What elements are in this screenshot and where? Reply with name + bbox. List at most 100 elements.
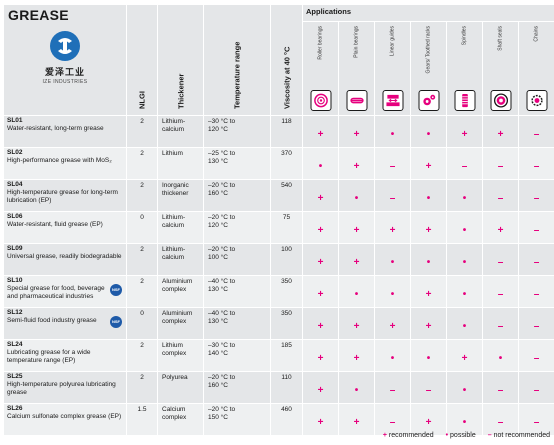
- nlgi-value: 2: [126, 115, 158, 148]
- product-cell: SL02 High-performance grease with MoS₂: [3, 147, 127, 180]
- rating-cell: +: [338, 115, 375, 148]
- company-logo: 爱泽工业 IZE INDUSTRIES: [8, 31, 122, 85]
- rating-cell: •: [374, 275, 411, 308]
- temperature-line: –20 °C to: [208, 214, 236, 221]
- nlgi-value: 2: [126, 275, 158, 308]
- thickener-value: Lithium-calcium: [157, 243, 204, 276]
- temperature-line: 160 °C: [208, 190, 228, 197]
- rating-cell: •: [410, 339, 447, 372]
- viscosity-value: 350: [270, 275, 303, 308]
- temperature-line: 130 °C: [208, 158, 228, 165]
- temperature-line: 100 °C: [208, 254, 228, 261]
- table-row: SL04 High-temperature grease for long-ter…: [3, 179, 554, 212]
- temperature-line: –40 °C to: [208, 278, 236, 285]
- viscosity-value: 75: [270, 211, 303, 244]
- nlgi-value: 1.5: [126, 403, 158, 436]
- temperature-line: –20 °C to: [208, 406, 236, 413]
- temperature-value: –20 °C to 100 °C: [203, 243, 271, 276]
- rating-cell: +: [374, 211, 411, 244]
- temperature-line: –30 °C to: [208, 118, 236, 125]
- product-name: SL06: [7, 213, 23, 220]
- thickener-line: thickener: [162, 190, 189, 197]
- rating-cell: –: [482, 147, 519, 180]
- header-row: GREASE 爱泽工业 IZE INDUSTRIES NLGI Thickene…: [3, 4, 554, 116]
- rating-cell: –: [482, 371, 519, 404]
- temperature-value: –40 °C to 130 °C: [203, 307, 271, 340]
- rating-cell: –: [374, 147, 411, 180]
- product-description: Calcium sulfonate complex grease (EP): [7, 413, 122, 420]
- product-name: SL10: [7, 277, 23, 284]
- temperature-line: 120 °C: [208, 126, 228, 133]
- product-name: SL01: [7, 117, 23, 124]
- temperature-line: –20 °C to: [208, 182, 236, 189]
- rating-cell: –: [517, 307, 554, 340]
- thickener-value: Lithium-calcium: [157, 211, 204, 244]
- rating-cell: –: [374, 403, 411, 436]
- temperature-value: –30 °C to 120 °C: [203, 115, 271, 148]
- rating-cell: +: [338, 403, 375, 436]
- thickener-value: Calcium complex: [157, 403, 204, 436]
- application-label: Plain bearings: [353, 26, 359, 58]
- product-cell: SL06 Water-resistant, fluid grease (EP): [3, 211, 127, 244]
- thickener-line: calcium: [162, 126, 185, 133]
- rating-cell: +: [374, 307, 411, 340]
- temperature-value: –40 °C to 130 °C: [203, 275, 271, 308]
- rating-cell: +: [410, 307, 447, 340]
- nlgi-value: 2: [126, 371, 158, 404]
- thickener-line: complex: [162, 318, 187, 325]
- nlgi-value: 2: [126, 179, 158, 212]
- product-description: High-performance grease with MoS₂: [7, 157, 112, 164]
- temperature-line: 150 °C: [208, 414, 228, 421]
- rating-cell: –: [517, 243, 554, 276]
- product-cell: SL26 Calcium sulfonate complex grease (EP…: [3, 403, 127, 436]
- rating-cell: +: [302, 339, 339, 372]
- viscosity-header: Viscosity at 40 °C: [270, 4, 303, 116]
- rating-cell: •: [338, 179, 375, 212]
- rating-cell: +: [446, 339, 483, 372]
- table-row: SL12 Semi-fluid food industry grease NSF 0 A…: [3, 307, 554, 340]
- product-cell: SL04 High-temperature grease for long-ter…: [3, 179, 127, 212]
- viscosity-value: 118: [270, 115, 303, 148]
- temperature-line: 160 °C: [208, 382, 228, 389]
- application-header-3: Gears/ Toothed racks: [410, 21, 447, 116]
- viscosity-value: 540: [270, 179, 303, 212]
- rating-cell: •: [482, 339, 519, 372]
- rating-cell: –: [517, 115, 554, 148]
- rating-cell: •: [374, 115, 411, 148]
- product-description: Universal grease, readily biodegradable: [7, 253, 122, 260]
- title-cell: GREASE 爱泽工业 IZE INDUSTRIES: [3, 4, 127, 116]
- application-header-4: Spindles: [446, 21, 483, 116]
- temperature-value: –20 °C to 160 °C: [203, 179, 271, 212]
- temperature-line: –20 °C to: [208, 246, 236, 253]
- application-header-2: Linear guides: [374, 21, 411, 116]
- thickener-line: Lithium-: [162, 246, 186, 253]
- spindle-icon: [454, 90, 475, 111]
- rating-cell: –: [517, 179, 554, 212]
- product-description: High-temperature polyurea lubricating gr…: [7, 381, 116, 396]
- temperature-line: 140 °C: [208, 350, 228, 357]
- gear-icon: [418, 90, 439, 111]
- product-cell: SL24 Lubricating grease for a wide temper…: [3, 339, 127, 372]
- temperature-value: –20 °C to 120 °C: [203, 211, 271, 244]
- product-name: SL04: [7, 181, 23, 188]
- product-name: SL09: [7, 245, 23, 252]
- application-header-1: Plain bearings: [338, 21, 375, 116]
- temperature-value: –30 °C to 140 °C: [203, 339, 271, 372]
- rating-cell: •: [446, 371, 483, 404]
- temperature-line: –20 °C to: [208, 374, 236, 381]
- rating-cell: –: [482, 275, 519, 308]
- rating-cell: +: [302, 403, 339, 436]
- thickener-line: calcium: [162, 222, 185, 229]
- rating-cell: +: [302, 243, 339, 276]
- product-description: Lubricating grease for a wide temperatur…: [7, 349, 91, 364]
- temperature-value: –25 °C to 130 °C: [203, 147, 271, 180]
- application-header-5: Shaft seals: [482, 21, 519, 116]
- thickener-line: Lithium: [162, 342, 183, 349]
- temperature-header: Temperature range: [203, 4, 271, 116]
- temperature-line: 120 °C: [208, 222, 228, 229]
- table-row: SL09 Universal grease, readily biodegrada…: [3, 243, 554, 276]
- product-description: Special grease for food, beverage and ph…: [7, 285, 105, 300]
- thickener-line: Inorganic: [162, 182, 189, 189]
- nlgi-value: 2: [126, 339, 158, 372]
- table-row: SL10 Special grease for food, beverage an…: [3, 275, 554, 308]
